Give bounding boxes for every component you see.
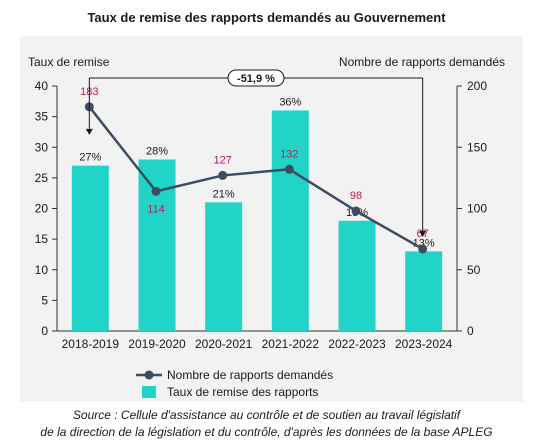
bar-2018-2019	[71, 165, 109, 331]
bar-label-2021-2022: 36%	[279, 97, 301, 109]
bar-label-2020-2021: 21%	[213, 188, 235, 200]
legend-bar-label: Taux de remise des rapports	[167, 385, 318, 399]
left-tick-label: 35	[35, 110, 49, 124]
chart-svg: Taux de remise Nombre de rapports demandé…	[28, 55, 505, 399]
bar-label-2019-2020: 28%	[146, 146, 168, 158]
bar-2021-2022	[271, 110, 309, 331]
annotation-arrowhead-right	[419, 230, 427, 237]
line-point-2022-2023	[351, 206, 361, 216]
line-label-2021-2022: 132	[280, 148, 298, 160]
source-line-1: Source : Cellule d'assistance au contrôl…	[72, 408, 461, 422]
category-label: 2021-2022	[262, 337, 320, 351]
bar-2023-2024	[405, 251, 443, 331]
right-tick-label: 0	[467, 324, 474, 338]
line-label-2020-2021: 127	[213, 154, 231, 166]
category-label: 2023-2024	[395, 337, 453, 351]
annotation-label: -51,9 %	[237, 73, 275, 85]
left-tick-label: 5	[41, 293, 48, 307]
bar-label-2018-2019: 27%	[79, 152, 101, 164]
bar-2019-2020	[138, 159, 176, 331]
bar-2022-2023	[338, 220, 376, 331]
left-tick-label: 0	[41, 324, 48, 338]
right-tick-label: 100	[467, 202, 487, 216]
left-tick-label: 15	[35, 232, 49, 246]
line-label-2019-2020: 114	[147, 203, 165, 215]
annotation-arrowhead-left	[85, 128, 93, 135]
left-axis-title: Taux de remise	[28, 55, 110, 69]
line-series-path	[88, 106, 424, 251]
category-label: 2022-2023	[328, 337, 386, 351]
left-tick-label: 40	[35, 79, 49, 93]
line-point-2020-2021	[218, 170, 228, 180]
line-label-2022-2023: 98	[350, 190, 362, 202]
chart-title: Taux de remise des rapports demandés au …	[87, 10, 446, 25]
line-point-2021-2022	[284, 164, 294, 174]
right-axis-title: Nombre de rapports demandés	[339, 55, 505, 69]
line-point-2019-2020	[151, 186, 161, 196]
left-tick-label: 10	[35, 263, 49, 277]
right-tick-label: 50	[467, 263, 481, 277]
category-label: 2019-2020	[128, 337, 186, 351]
left-tick-label: 20	[35, 202, 49, 216]
annotation-pill	[227, 69, 285, 87]
category-label: 2018-2019	[62, 337, 120, 351]
line-point-2023-2024	[418, 244, 428, 254]
right-tick-label: 200	[467, 79, 487, 93]
category-label: 2020-2021	[195, 337, 253, 351]
left-tick-label: 30	[35, 140, 49, 154]
bar-2020-2021	[205, 202, 243, 331]
legend-line-marker	[144, 370, 154, 380]
left-tick-label: 25	[35, 171, 49, 185]
right-tick-label: 150	[467, 140, 487, 154]
legend-bar-swatch	[142, 386, 156, 398]
source-line-2: de la direction de la législation et du …	[40, 425, 493, 439]
source-note: Source : Cellule d'assistance au contrôl…	[0, 407, 533, 441]
legend-line-label: Nombre de rapports demandés	[167, 368, 333, 382]
